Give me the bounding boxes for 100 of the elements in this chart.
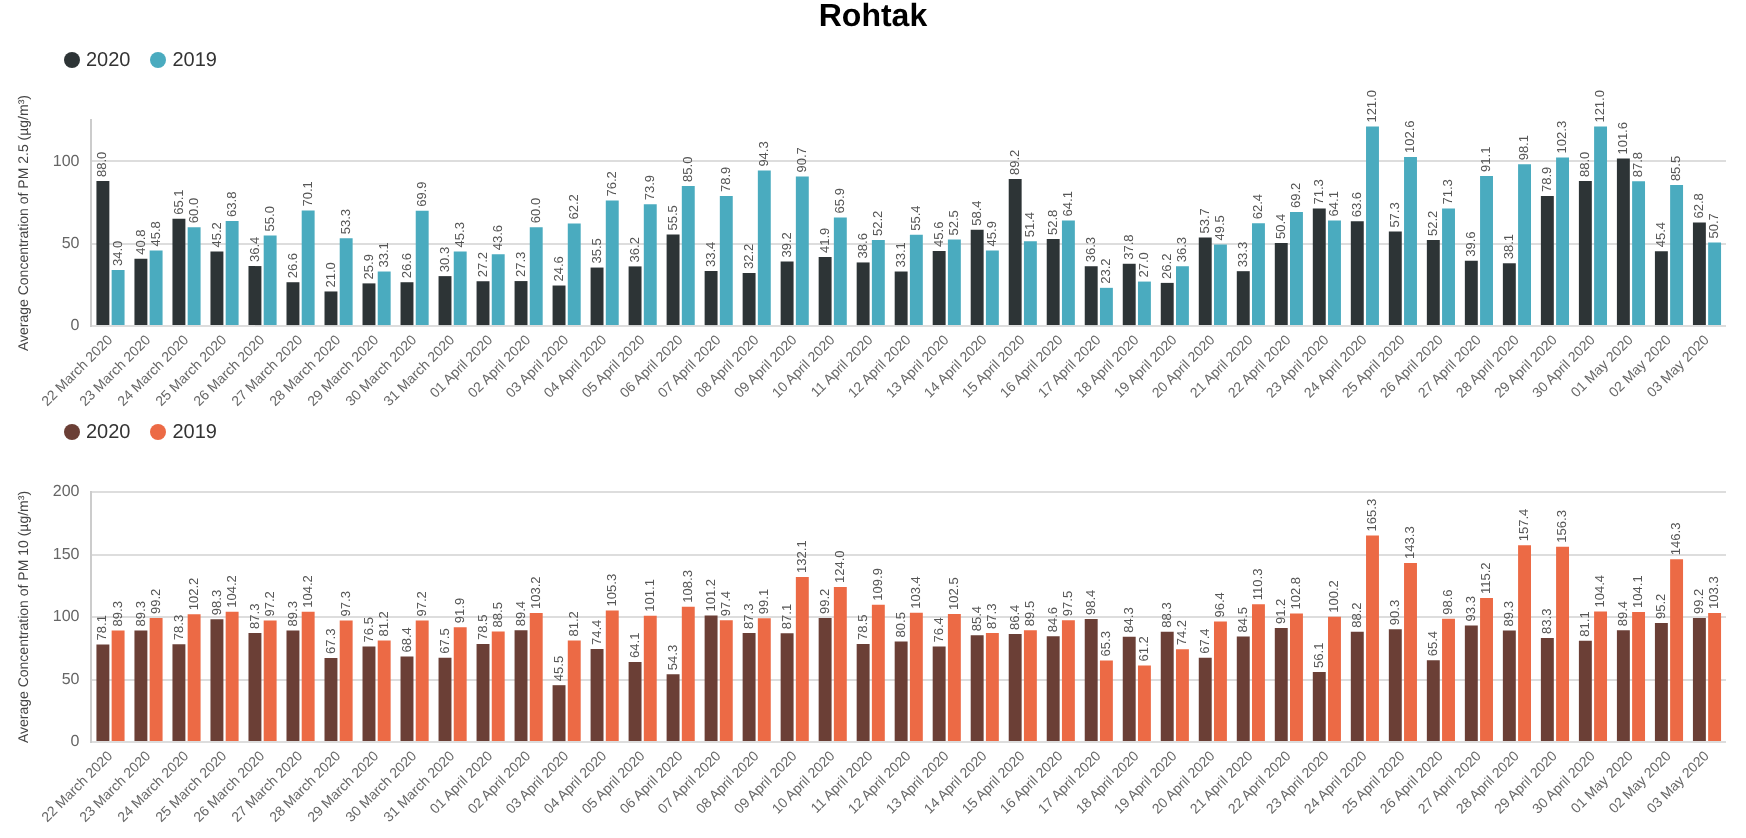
bar [1175,266,1189,326]
bar [1160,631,1174,742]
bar [1502,263,1516,326]
legend-label: 2019 [172,421,217,443]
bar [932,250,946,326]
bar [1654,623,1668,742]
bar [628,661,642,742]
bar [567,640,581,742]
bar [476,281,490,326]
bar [1670,185,1684,326]
bar [301,210,315,326]
bar [1160,282,1174,326]
bar [1404,562,1417,742]
bar [719,196,733,326]
bar [795,576,809,742]
bar [856,643,870,742]
legend-label: 2019 [172,49,217,71]
bar [1290,613,1303,742]
bar [1442,618,1455,742]
y-tick-label: 150 [52,544,81,563]
bar [491,254,505,326]
bar [818,257,832,326]
bar [719,620,733,742]
bar [1061,220,1075,326]
bar [514,630,528,742]
bar [1670,559,1684,742]
bar [96,181,110,326]
bar [1213,244,1227,326]
bar [187,227,201,326]
bar [704,615,718,742]
bar [1084,619,1098,742]
bar [757,618,771,742]
bar [400,656,414,742]
bar [187,614,201,742]
bar [1388,231,1402,326]
bar [780,633,794,742]
bar [833,217,847,326]
bar [1366,535,1379,742]
y-tick-label: 50 [61,669,81,688]
bar [985,250,999,326]
bar [529,227,543,326]
bar [1236,271,1250,326]
bar [1122,636,1136,742]
bar [1594,126,1608,326]
bar [248,266,262,326]
bar [1312,671,1326,742]
bar [1023,241,1037,326]
bar [339,620,353,742]
bar [1251,604,1265,742]
bar [529,613,543,742]
bar [1236,636,1250,742]
bar [1578,640,1592,742]
bar [757,170,771,326]
bar [1008,179,1022,326]
bar [894,271,908,326]
bar [1518,164,1531,326]
bar [1046,636,1060,742]
bar [666,674,680,742]
bar [643,615,657,742]
bar [1274,628,1288,742]
bar [1388,629,1402,742]
bar [377,640,391,742]
bar [1122,263,1136,326]
bar [780,261,794,326]
bar [1442,208,1455,326]
bar [453,251,467,326]
bar [1654,251,1668,326]
bar [172,218,186,326]
bar [1404,156,1417,326]
y-tick-label: 200 [52,482,81,501]
bar [1708,612,1722,742]
bar [453,627,467,742]
bar [1137,665,1151,742]
bar [491,631,505,742]
bar [1578,181,1592,326]
bar [1692,222,1706,326]
bar [377,271,391,326]
bar [1480,598,1493,742]
bar [856,262,870,326]
chart-title: Rohtak [816,0,930,38]
bar [286,282,300,326]
bar [970,229,984,326]
bar [1061,620,1075,742]
bar [1312,208,1326,326]
bar [286,630,300,742]
bar [1556,546,1570,742]
bar [909,612,923,742]
bar [1692,618,1706,742]
bar [605,610,619,742]
bar [476,643,490,742]
bar [947,239,961,326]
bar [1099,660,1113,742]
bar [248,632,262,742]
bar [643,204,657,326]
bar [362,646,376,742]
bar [985,632,999,742]
bar [1632,611,1646,742]
y-tick-label: 0 [70,732,81,751]
bar [909,234,923,326]
bar [833,587,847,742]
